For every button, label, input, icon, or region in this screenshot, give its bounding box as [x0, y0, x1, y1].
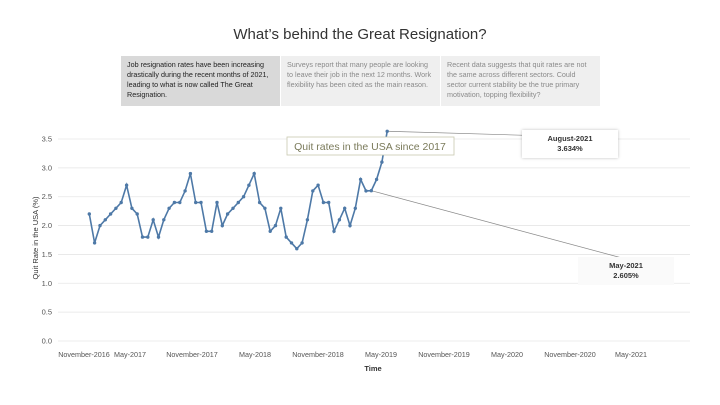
x-tick-label: May-2019: [365, 350, 397, 359]
x-tick-label: November-2020: [544, 350, 596, 359]
data-point: [178, 200, 182, 205]
data-point: [263, 206, 267, 210]
data-point: [199, 200, 203, 205]
data-point: [151, 218, 155, 222]
y-tick-label: 1.0: [42, 279, 52, 288]
x-tick-label: November-2018: [292, 350, 344, 359]
data-point: [273, 223, 278, 228]
data-point: [146, 235, 150, 239]
data-point: [247, 183, 251, 187]
data-point: [284, 235, 288, 239]
y-tick-label: 1.5: [42, 250, 52, 259]
data-point: [268, 229, 272, 233]
data-point: [231, 206, 235, 210]
data-point: [114, 206, 118, 210]
data-point: [300, 241, 304, 245]
data-point: [220, 223, 224, 228]
data-point: [140, 235, 145, 239]
data-point: [215, 200, 219, 205]
annotation-may-label: May-2021: [609, 261, 643, 270]
note-card-1: Job resignation rates have been increasi…: [121, 56, 280, 106]
data-point: [364, 189, 368, 193]
data-point: [108, 212, 113, 216]
data-point: [172, 200, 177, 205]
data-point: [188, 171, 193, 176]
x-tick-label: November-2019: [418, 350, 470, 359]
data-point: [316, 183, 320, 187]
callout-line-may: [371, 190, 623, 259]
data-point: [332, 229, 336, 233]
data-point: [92, 241, 97, 245]
data-point: [225, 212, 230, 216]
annotation-may-value: 2.605%: [613, 271, 639, 281]
data-point: [183, 189, 187, 193]
data-point: [348, 223, 352, 228]
annotation-aug-value: 3.634%: [557, 144, 583, 154]
data-point: [162, 218, 166, 222]
note-card-3: Recent data suggests that quit rates are…: [441, 56, 600, 106]
data-point: [321, 200, 326, 205]
chart-title: Quit rates in the USA since 2017: [294, 141, 446, 153]
data-point: [156, 235, 161, 239]
x-tick-label: May-2020: [491, 350, 523, 359]
data-point: [305, 218, 310, 222]
data-point: [119, 200, 123, 205]
annotation-aug-2021: August-2021 3.634%: [522, 130, 618, 159]
data-point: [374, 177, 379, 182]
y-tick-label: 3.5: [42, 135, 52, 144]
data-point: [311, 189, 315, 193]
page-title: What’s behind the Great Resignation?: [233, 26, 487, 43]
data-point: [204, 229, 209, 233]
x-tick-label: May-2018: [239, 350, 271, 359]
data-point: [279, 206, 283, 210]
annotation-may-2021: May-2021 2.605%: [578, 257, 674, 286]
data-point: [257, 200, 262, 205]
data-point: [252, 171, 256, 176]
data-point: [87, 212, 92, 216]
note-card-2: Surveys report that many people are look…: [281, 56, 440, 106]
inset-title-box: [286, 136, 455, 156]
data-point: [194, 200, 198, 205]
data-point: [385, 129, 389, 133]
y-tick-label: 2.5: [42, 192, 52, 201]
data-point: [167, 206, 171, 210]
data-point: [289, 241, 294, 245]
x-tick-label: May-2021: [615, 350, 647, 359]
y-tick-label: 2.0: [42, 221, 52, 230]
y-tick-label: 0.5: [42, 308, 52, 317]
data-point: [130, 206, 134, 210]
data-point: [236, 200, 240, 205]
data-point: [380, 160, 384, 164]
y-tick-label: 3.0: [42, 163, 52, 172]
x-tick-label: November-2017: [166, 350, 218, 359]
data-point: [135, 212, 139, 216]
data-point: [103, 218, 108, 222]
data-point: [337, 218, 342, 222]
data-point: [98, 223, 102, 228]
data-point: [358, 177, 363, 182]
data-point: [210, 229, 214, 233]
data-point: [327, 200, 331, 205]
data-point: [241, 195, 246, 199]
data-point: [295, 247, 299, 251]
y-tick-label: 0.0: [42, 337, 52, 346]
x-tick-label: May-2017: [114, 350, 146, 359]
annotation-aug-label: August-2021: [547, 134, 593, 143]
data-point: [124, 183, 129, 187]
data-point: [343, 206, 347, 210]
y-axis-label: Quit Rate in the USA (%): [31, 196, 40, 279]
data-point: [353, 206, 357, 210]
x-axis-label: Time: [364, 364, 381, 373]
data-point: [369, 189, 373, 193]
x-tick-label: November-2016: [58, 350, 110, 359]
